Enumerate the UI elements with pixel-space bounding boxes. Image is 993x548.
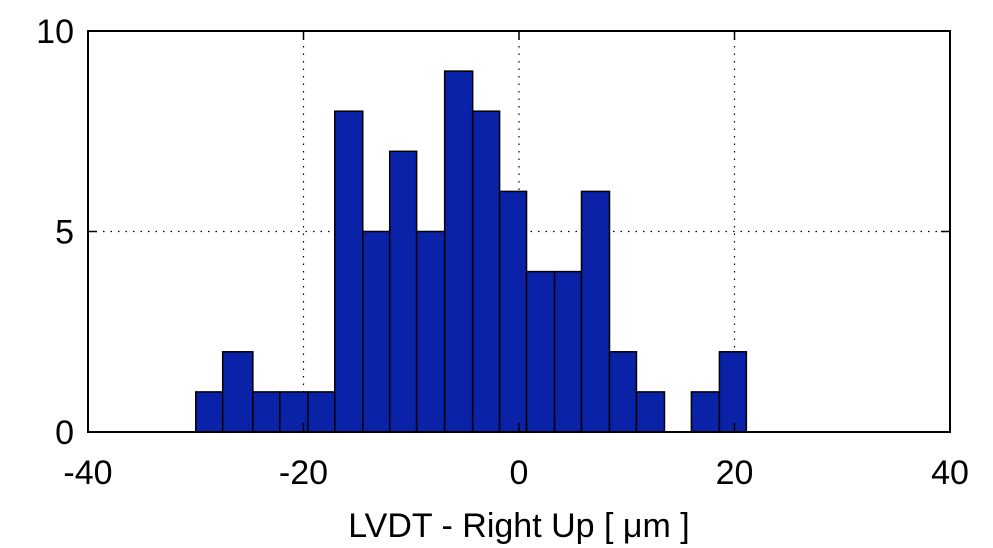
x-axis-label: LVDT - Right Up [ μm ]: [348, 507, 689, 545]
histogram-bar: [195, 391, 224, 433]
grid-lines: [88, 31, 950, 432]
histogram-bar: [362, 230, 391, 433]
x-tick-label: -40: [63, 454, 112, 492]
histogram-bar: [608, 351, 638, 433]
histogram-bar: [690, 391, 721, 433]
histogram-bar: [221, 351, 254, 433]
histogram-bar: [525, 270, 556, 433]
x-axis-ticks: -40 -20 0 20 40: [63, 31, 969, 492]
histogram-bar: [307, 391, 336, 433]
y-tick-label: 0: [55, 414, 74, 452]
x-tick-label: -20: [279, 454, 328, 492]
histogram-bar: [415, 230, 446, 433]
histogram-bar: [718, 351, 748, 433]
y-axis-ticks: 0 5 10: [36, 13, 950, 452]
x-tick-label: 20: [716, 454, 754, 492]
histogram-bar: [252, 391, 281, 433]
histogram-bar: [388, 150, 418, 433]
histogram-bar: [580, 190, 611, 433]
x-tick-label: 40: [931, 454, 969, 492]
y-tick-label: 10: [36, 13, 74, 51]
y-tick-label: 5: [55, 214, 74, 252]
histogram-bar: [333, 110, 364, 433]
histogram-bar: [498, 190, 528, 433]
histogram-bar: [553, 270, 583, 433]
histogram-bar: [443, 70, 474, 433]
histogram-bar: [635, 391, 666, 433]
histogram-bars: [195, 70, 748, 433]
histogram-bar: [471, 110, 501, 433]
x-tick-label: 0: [510, 454, 529, 492]
